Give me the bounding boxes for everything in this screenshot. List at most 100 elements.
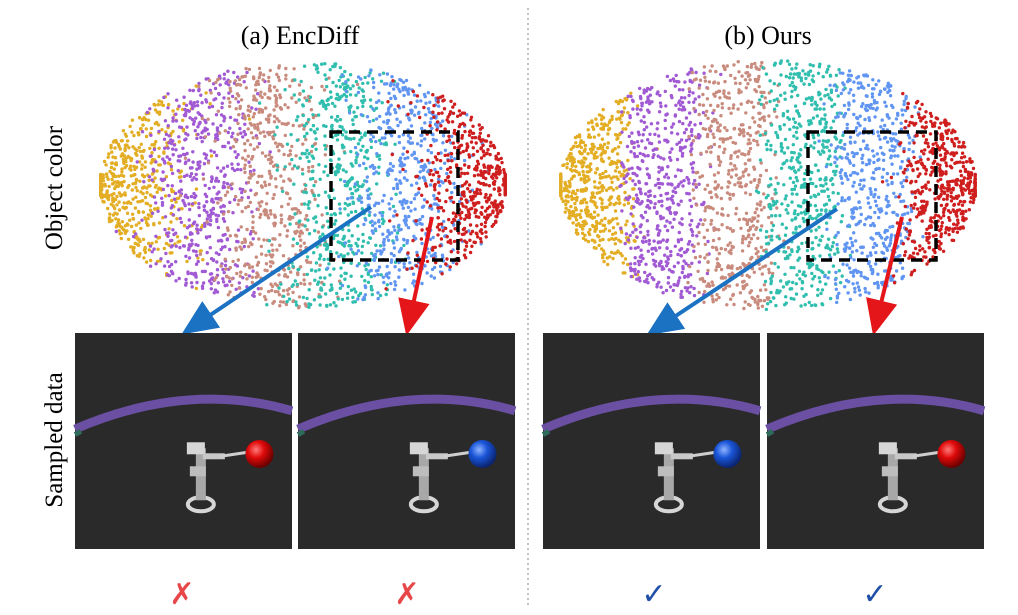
scatter-point bbox=[636, 144, 641, 148]
scatter-point bbox=[445, 188, 449, 192]
scatter-point bbox=[356, 297, 360, 301]
scatter-point bbox=[319, 286, 323, 290]
scatter-point bbox=[479, 147, 483, 151]
scatter-point bbox=[406, 226, 411, 230]
scatter-point bbox=[370, 288, 374, 292]
scatter-point bbox=[148, 264, 153, 268]
scatter-point bbox=[241, 187, 245, 192]
scatter-point bbox=[351, 295, 355, 300]
scatter-point bbox=[475, 187, 479, 191]
scatter-point bbox=[341, 168, 345, 172]
scatter-point bbox=[166, 106, 170, 110]
scatter-point bbox=[461, 121, 465, 126]
scatter-point bbox=[178, 193, 183, 198]
scatter-point bbox=[323, 276, 327, 280]
scatter-point bbox=[184, 131, 188, 136]
scatter-point bbox=[571, 213, 575, 218]
scatter-point bbox=[347, 111, 352, 115]
scatter-point bbox=[226, 69, 230, 73]
scatter-point bbox=[458, 199, 462, 204]
scatter-point bbox=[698, 175, 702, 179]
scatter-point bbox=[645, 167, 649, 171]
scatter-point bbox=[754, 89, 759, 94]
scatter-point bbox=[695, 203, 699, 207]
scatter-point bbox=[191, 202, 195, 206]
scatter-point bbox=[195, 103, 200, 108]
scatter-point bbox=[263, 134, 267, 138]
scatter-point bbox=[436, 177, 441, 181]
scatter-point bbox=[782, 123, 786, 127]
scatter-point bbox=[712, 142, 717, 147]
scatter-point bbox=[424, 182, 428, 186]
scatter-point bbox=[658, 240, 663, 244]
scatter-point bbox=[677, 107, 681, 111]
scatter-point bbox=[113, 174, 118, 179]
scatter-point bbox=[483, 215, 487, 219]
scatter-point bbox=[460, 232, 465, 237]
scatter-point bbox=[377, 165, 381, 169]
scatter-point bbox=[131, 182, 135, 186]
scatter-point bbox=[497, 186, 501, 190]
scatter-point bbox=[257, 174, 261, 178]
scatter-point bbox=[653, 194, 657, 199]
scatter-point bbox=[182, 224, 187, 228]
scatter-point bbox=[699, 151, 703, 155]
scatter-point bbox=[484, 235, 488, 239]
scatter-point bbox=[191, 150, 195, 154]
scatter-point bbox=[470, 136, 475, 140]
scatter-point bbox=[195, 223, 199, 227]
scatter-point bbox=[784, 208, 788, 212]
scatter-point bbox=[450, 120, 455, 124]
scatter-point bbox=[326, 102, 330, 107]
scatter-point bbox=[756, 294, 760, 299]
scatter-point bbox=[717, 89, 721, 94]
scatter-point bbox=[195, 280, 199, 285]
arrow-left bbox=[181, 205, 373, 335]
scatter-point bbox=[314, 147, 318, 151]
scatter-point bbox=[346, 181, 350, 186]
scatter-point bbox=[230, 187, 234, 191]
scatter-point bbox=[261, 78, 265, 82]
scatter-point bbox=[196, 132, 200, 137]
scatter-point bbox=[420, 158, 424, 163]
scatter-point bbox=[287, 297, 292, 301]
scatter-point bbox=[156, 209, 160, 213]
scatter-point bbox=[230, 283, 234, 288]
scatter-point bbox=[235, 92, 240, 96]
scatter-point bbox=[409, 183, 414, 187]
scatter-point bbox=[390, 152, 394, 157]
scatter-point bbox=[688, 212, 692, 216]
scatter-point bbox=[627, 121, 631, 125]
scatter-point bbox=[709, 222, 713, 226]
scatter-point bbox=[111, 204, 116, 208]
scatter-point bbox=[307, 232, 312, 236]
scatter-point bbox=[378, 73, 382, 77]
panel-a-samples bbox=[73, 333, 517, 549]
scatter-point bbox=[729, 162, 733, 166]
scatter-point bbox=[611, 256, 615, 261]
scatter-point bbox=[188, 88, 192, 93]
scatter-point bbox=[464, 256, 468, 260]
scatter-point bbox=[744, 191, 748, 195]
scatter-point bbox=[175, 217, 179, 221]
scatter-point bbox=[320, 225, 325, 229]
scatter-point bbox=[668, 78, 673, 83]
scatter-point bbox=[664, 104, 668, 108]
scatter-point bbox=[253, 126, 257, 130]
scatter-point bbox=[628, 114, 632, 118]
scatter-point bbox=[564, 199, 568, 203]
scatter-point bbox=[783, 91, 787, 95]
scatter-point bbox=[138, 199, 143, 204]
scatter-point bbox=[601, 148, 605, 152]
scatter-point bbox=[641, 216, 645, 220]
scatter-point bbox=[125, 201, 130, 205]
scatter-point bbox=[826, 187, 830, 191]
scatter-point bbox=[684, 138, 689, 143]
scatter-point bbox=[349, 210, 354, 214]
scatter-point bbox=[584, 157, 588, 161]
scatter-point bbox=[673, 186, 677, 190]
scatter-point bbox=[302, 124, 307, 128]
scatter-point bbox=[106, 206, 110, 211]
scatter-point bbox=[822, 107, 826, 111]
scatter-point bbox=[262, 73, 266, 77]
